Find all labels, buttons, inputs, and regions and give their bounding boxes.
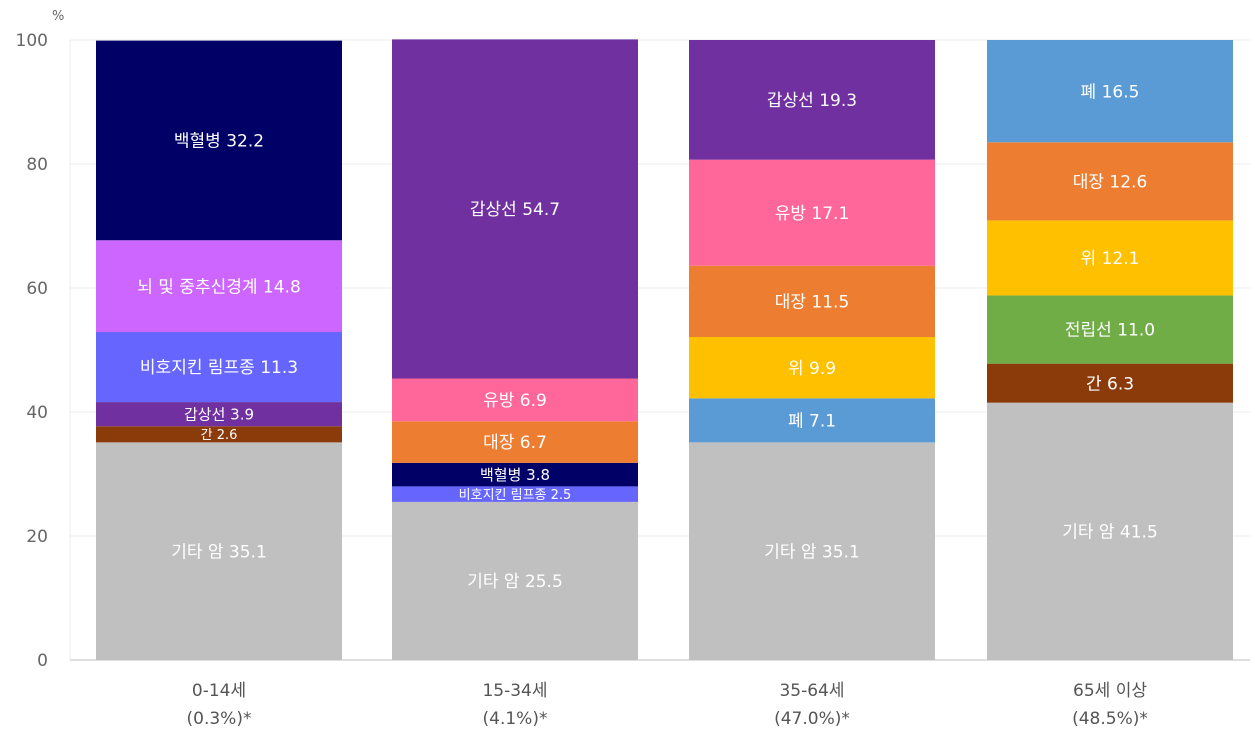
x-category-share-label: (47.0%)*	[774, 709, 850, 729]
bar-segment	[392, 462, 638, 487]
bar-segment	[987, 295, 1233, 364]
bar-segment	[689, 265, 935, 337]
bar-segment-label: 간 2.6	[201, 428, 238, 443]
bar-segment-label: 비호지킨 림프종 11.3	[140, 358, 298, 378]
bar-segment-label: 기타 암 35.1	[171, 542, 267, 562]
y-tick-label: 80	[26, 155, 48, 175]
x-category-label: 35-64세	[779, 681, 844, 701]
bar-segment-label: 백혈병 32.2	[174, 132, 264, 152]
bar-segment-label: 갑상선 54.7	[470, 200, 560, 220]
bar-segment-label: 기타 암 25.5	[467, 572, 563, 592]
bar-segment	[689, 398, 935, 443]
bar-segment-label: 대장 11.5	[775, 292, 850, 312]
bar-segment	[392, 39, 638, 379]
bar-segment	[96, 402, 342, 427]
bar-segment-label: 뇌 및 중추신경계 14.8	[137, 277, 301, 297]
bar-segment	[392, 501, 638, 660]
bar-segment-label: 간 6.3	[1086, 374, 1134, 394]
bar-segment	[689, 159, 935, 266]
bar-segment-label: 위 12.1	[1081, 249, 1140, 269]
bar-segment	[987, 402, 1233, 660]
bar-segment	[987, 142, 1233, 221]
bar-segment	[96, 40, 342, 241]
y-tick-label: 60	[26, 279, 48, 299]
bar-segment	[96, 332, 342, 403]
bar-segment-label: 대장 6.7	[483, 433, 547, 453]
y-tick-label: 100	[16, 31, 48, 51]
bar-segment	[96, 426, 342, 443]
bar-segment	[392, 378, 638, 422]
bar-segment	[689, 40, 935, 160]
bar-segment	[96, 442, 342, 660]
bar-segment	[689, 442, 935, 660]
bar-segment	[392, 421, 638, 463]
x-category-label: 15-34세	[482, 681, 547, 701]
x-category-share-label: (48.5%)*	[1072, 709, 1148, 729]
bar-segment-label: 전립선 11.0	[1065, 321, 1155, 341]
y-axis-unit-label: %	[52, 9, 64, 24]
bar-segment-label: 대장 12.6	[1073, 172, 1148, 192]
bar-segment-label: 기타 암 35.1	[764, 542, 860, 562]
x-category-share-label: (0.3%)*	[187, 709, 252, 729]
bar-segment-label: 위 9.9	[788, 359, 836, 379]
x-axis-labels: 0-14세 (0.3%)* 15-34세 (4.1%)* 35-64세 (47.0%)* 6…	[187, 681, 1148, 729]
bar-segment-label: 갑상선 19.3	[767, 91, 857, 111]
y-tick-label: 40	[26, 403, 48, 423]
y-axis-ticks: 0 20 40 60 80 100	[16, 31, 48, 671]
bar-segment	[689, 336, 935, 399]
x-category-label: 0-14세	[192, 681, 246, 701]
bar-segment-label: 폐 16.5	[1081, 82, 1140, 102]
bar-segment-label: 비호지킨 림프종 2.5	[459, 488, 572, 503]
bar-segment-label: 폐 7.1	[788, 411, 836, 431]
x-category-label: 65세 이상	[1073, 681, 1147, 701]
y-tick-label: 0	[37, 651, 48, 671]
bar-segment	[987, 220, 1233, 296]
bar-segment	[987, 40, 1233, 143]
bar-segment-label: 유방 6.9	[483, 391, 547, 411]
bar-segment	[392, 486, 638, 502]
bars: 기타 암 35.1 간 2.6 갑상선 3.9 비호지킨 림프종 11.3 뇌 및 중추…	[96, 39, 1233, 660]
bar-segment-label: 기타 암 41.5	[1062, 522, 1158, 542]
bar-segment-label: 갑상선 3.9	[184, 406, 254, 424]
bar-segment-label: 백혈병 3.8	[480, 466, 550, 484]
y-tick-label: 20	[26, 527, 48, 547]
bar-segment	[96, 240, 342, 333]
bar-segment	[987, 363, 1233, 403]
bar-segment-label: 유방 17.1	[775, 204, 850, 224]
x-category-share-label: (4.1%)*	[483, 709, 548, 729]
